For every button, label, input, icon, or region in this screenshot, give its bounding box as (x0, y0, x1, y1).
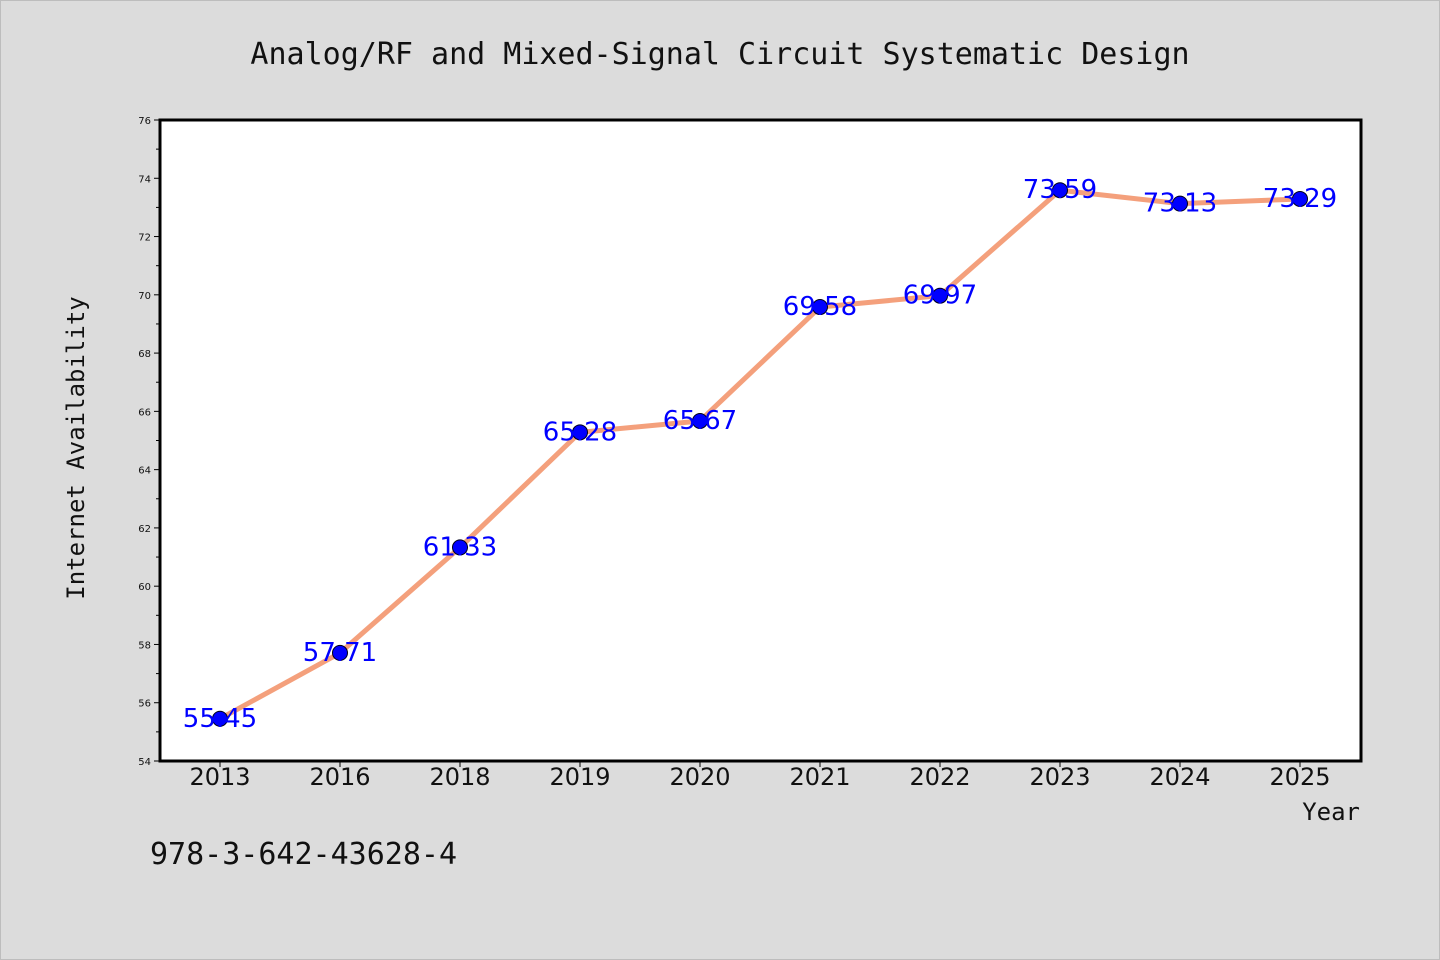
y-tick-label: 56 (138, 699, 151, 710)
data-point (212, 710, 228, 727)
chart-title: Analog/RF and Mixed-Signal Circuit Syste… (250, 37, 1189, 72)
x-tick-label: 2022 (909, 763, 970, 791)
footnote-isbn: 978-3-642-43628-4 (150, 837, 457, 872)
data-label: 55.45 (183, 704, 257, 734)
data-label: 73.59 (1023, 175, 1097, 205)
y-tick-label: 68 (138, 349, 151, 360)
plot-area (158, 118, 1363, 763)
data-label: 61.33 (423, 532, 497, 562)
data-point (812, 299, 828, 316)
data-labels: 55.45 57.71 61.33 65.28 65.67 69.58 69.97 73.59… (183, 175, 1337, 734)
data-label: 65.67 (663, 406, 737, 436)
data-point (332, 644, 348, 661)
y-tick-label: 70 (138, 291, 151, 302)
data-label: 73.29 (1263, 184, 1337, 214)
data-label: 65.28 (543, 417, 617, 447)
x-tick-label: 2020 (669, 763, 730, 791)
series-line (217, 187, 1303, 722)
series-layer (212, 182, 1308, 727)
x-tick-label: 2023 (1029, 763, 1090, 791)
y-tick-label: 64 (138, 466, 151, 477)
data-point (1292, 190, 1308, 207)
data-point (572, 424, 588, 441)
x-axis: 2013 2016 2018 2019 2020 2021 2022 2023 2024 2025 (189, 761, 1331, 791)
y-tick-label: 74 (138, 174, 151, 185)
data-point (932, 287, 948, 304)
y-axis-label: Internet Availability (62, 296, 90, 599)
data-label: 69.97 (903, 281, 977, 311)
x-tick-label: 2018 (429, 763, 490, 791)
x-tick-label: 2013 (189, 763, 250, 791)
data-label: 57.71 (303, 638, 377, 668)
x-tick-label: 2019 (549, 763, 610, 791)
x-axis-label: Year (1302, 798, 1360, 826)
y-tick-label: 62 (138, 524, 151, 535)
data-point (692, 412, 708, 429)
y-tick-label: 76 (138, 116, 151, 127)
y-tick-label: 72 (138, 233, 151, 244)
x-tick-label: 2025 (1269, 763, 1330, 791)
y-tick-label: 54 (138, 757, 151, 768)
data-label: 69.58 (783, 292, 857, 322)
data-point (1172, 195, 1188, 212)
y-tick-label: 58 (138, 640, 151, 651)
data-point (1052, 182, 1068, 199)
data-label: 73.13 (1143, 189, 1217, 219)
x-tick-label: 2021 (789, 763, 850, 791)
x-tick-label: 2016 (309, 763, 370, 791)
y-tick-label: 66 (138, 407, 151, 418)
y-axis: 54 56 58 60 62 64 66 68 70 72 74 76 (138, 116, 160, 768)
x-tick-label: 2024 (1149, 763, 1210, 791)
data-point (452, 539, 468, 556)
y-tick-label: 60 (138, 582, 151, 593)
